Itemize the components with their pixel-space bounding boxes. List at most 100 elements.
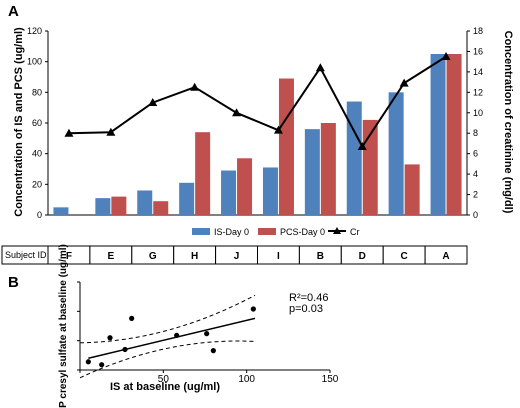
scatter-point-4 [129, 315, 135, 321]
y-ticks-left: 0 20 40 60 80 100 120 [27, 26, 48, 220]
ci-upper-curve [79, 294, 256, 344]
y-tick-right-label: 10 [473, 108, 483, 118]
y-tick-right-label: 2 [473, 190, 478, 200]
y-tick-left-label: 40 [32, 149, 42, 159]
bar-pcs-B [320, 123, 336, 215]
panel-a-label: A [8, 3, 19, 20]
bar-is-I [262, 167, 278, 215]
y-tick-left-label: 80 [32, 87, 42, 97]
cr-marker-I [273, 125, 283, 134]
cr-marker-D [357, 142, 367, 151]
bar-pcs-G [153, 201, 169, 215]
scatter-x-tick-label: 150 [322, 374, 339, 385]
scatter-point-6 [204, 331, 210, 337]
cr-marker-C [399, 78, 409, 87]
bar-pcs-I [278, 78, 294, 216]
scatter-chart: 50 100 150 IS at baseline (ug/ml) P cresyl… [58, 244, 339, 408]
bar-is-J [221, 170, 237, 215]
subject-id-H: H [191, 251, 198, 262]
legend-swatch-cr-marker [333, 227, 341, 234]
y-tick-left-label: 120 [27, 26, 42, 36]
scatter-x-tick-label: 50 [158, 374, 170, 385]
legend-swatch-pcs [258, 228, 276, 235]
cr-marker-G [148, 98, 158, 107]
bars [53, 54, 462, 216]
y-tick-left-label: 20 [32, 179, 42, 189]
legend: IS-Day 0 PCS-Day 0 Cr [192, 227, 360, 237]
bar-pcs-E [111, 196, 127, 215]
scatter-x-tick-label: 100 [238, 374, 255, 385]
scatter-x-ticks: 50 100 150 [79, 370, 339, 385]
cr-marker-J [232, 108, 242, 117]
subject-id-E: E [108, 251, 115, 262]
y-tick-right-label: 4 [473, 169, 478, 179]
bar-pcs-A [446, 54, 462, 215]
scatter-point-7 [210, 348, 216, 354]
scatter-point-5 [174, 332, 180, 338]
scatter-x-axis-title: IS at baseline (ug/ml) [110, 381, 220, 393]
bar-is-C [388, 92, 404, 215]
y-tick-left-label: 60 [32, 118, 42, 128]
legend-swatch-is [192, 228, 210, 235]
subject-id-G: G [149, 251, 157, 262]
bar-is-E [95, 198, 111, 215]
cr-series-line [68, 55, 447, 149]
r-squared-annotation: R²=0.46 [289, 292, 328, 304]
y-tick-right-label: 6 [473, 149, 478, 159]
scatter-point-8 [250, 306, 256, 312]
scatter-point-2 [107, 335, 113, 341]
legend-label-pcs: PCS-Day 0 [280, 227, 325, 237]
bar-pcs-H [195, 132, 211, 215]
y-axis-title-left: Concentration of IS and PCS (ug/ml) [13, 27, 25, 217]
bar-is-B [304, 129, 320, 215]
cr-marker-E [106, 127, 116, 136]
subject-id-D: D [359, 251, 366, 262]
subject-id-F: F [66, 251, 72, 262]
ci-lower-curve [79, 340, 256, 379]
panel-b-label: B [8, 274, 19, 291]
y-tick-left-label: 0 [37, 210, 42, 220]
subject-id-label: Subject ID [5, 250, 47, 260]
y-tick-left-label: 100 [27, 57, 42, 67]
scatter-y-axis-title: P cresyl sulfate at baseline (ug/ml) [58, 244, 69, 408]
y-tick-right-label: 18 [473, 26, 483, 36]
scatter-point-0 [85, 359, 91, 365]
subject-id-J: J [234, 251, 240, 262]
subject-id-B: B [317, 251, 324, 262]
bar-pcs-D [362, 119, 378, 215]
bar-is-G [137, 190, 153, 215]
y-axis-title-right: Concentration of creatinine (mg/dl) [502, 31, 514, 214]
bar-pcs-C [404, 164, 420, 215]
scatter-point-3 [122, 346, 128, 353]
scatter-points [85, 306, 256, 368]
scatter-point-1 [99, 362, 105, 368]
bar-line-chart: 0 20 40 60 80 100 120 0 2 4 6 8 10 12 14 16 18 Concentr… [1, 26, 514, 265]
cr-marker-B [315, 63, 325, 72]
y-ticks-right: 0 2 4 6 8 10 12 14 16 18 [467, 26, 483, 220]
bar-is-F [53, 207, 69, 215]
p-value-annotation: p=0.03 [289, 303, 323, 315]
bar-pcs-J [237, 158, 253, 215]
y-tick-right-label: 14 [473, 67, 483, 77]
scatter-y-ticks [77, 281, 80, 371]
subject-id-cell [424, 245, 468, 265]
cr-markers [64, 52, 451, 151]
cr-marker-F [64, 128, 74, 137]
y-tick-right-label: 12 [473, 87, 483, 97]
subject-id-I: I [277, 251, 280, 262]
legend-label-is: IS-Day 0 [214, 227, 249, 237]
regression-line [88, 317, 256, 359]
bar-is-H [179, 182, 195, 215]
bar-is-A [430, 54, 446, 215]
subject-id-C: C [401, 251, 408, 262]
y-tick-right-label: 0 [473, 210, 478, 220]
subject-id-A: A [442, 251, 449, 262]
cr-marker-H [190, 82, 200, 91]
y-tick-right-label: 16 [473, 46, 483, 56]
legend-label-cr: Cr [350, 227, 360, 237]
bar-is-D [346, 101, 362, 215]
cr-marker-A [441, 52, 451, 61]
y-tick-right-label: 8 [473, 128, 478, 138]
